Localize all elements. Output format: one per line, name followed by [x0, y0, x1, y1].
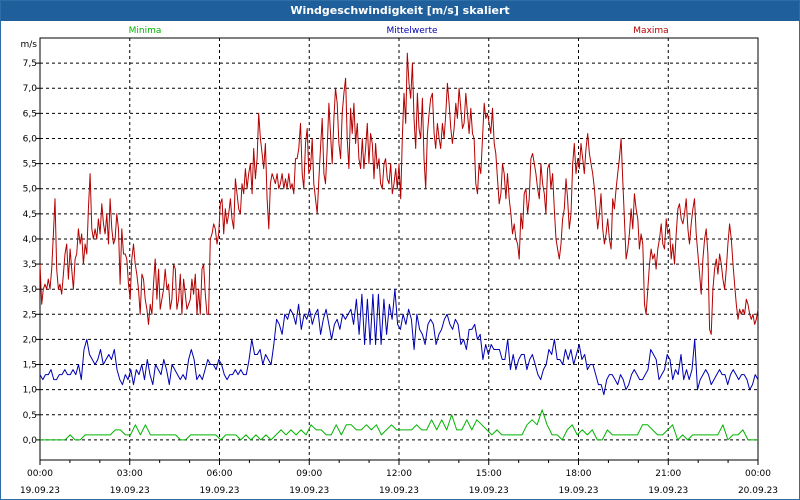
x-tick-date: 19.09.23: [20, 486, 60, 496]
x-tick-time: 15:00: [476, 469, 502, 479]
x-tick-date: 19.09.23: [379, 486, 419, 496]
x-tick-time: 00:00: [745, 469, 771, 479]
x-tick-date: 19.09.23: [110, 486, 150, 496]
legend: Minima Mittelwerte Maxima: [129, 26, 669, 36]
y-tick-label: 1,0: [23, 386, 38, 396]
series-line-minima: [40, 409, 758, 441]
y-tick-label: 1,5: [23, 361, 37, 371]
chart-title: Windgeschwindigkeit [m/s] skaliert: [1, 1, 799, 21]
y-tick-label: 2,5: [23, 310, 37, 320]
x-tick-date: 19.09.23: [558, 486, 598, 496]
x-tick-time: 06:00: [207, 469, 233, 479]
x-tick-time: 21:00: [655, 469, 681, 479]
x-tick-time: 03:00: [117, 469, 143, 479]
series-line-mittelwerte: [39, 288, 759, 396]
x-tick-date: 20.09.23: [738, 486, 778, 496]
y-tick-label: 0,5: [23, 411, 37, 421]
y-tick-label: 5,0: [23, 185, 38, 195]
x-tick-date: 19.09.23: [469, 486, 509, 496]
series-lines: [39, 52, 759, 441]
axis-labels: 0,0 0,5 1,0 1,5 2,0 2,5 3,0 3,5 4,0 4,5 5,0 5,5 6,0 6…: [20, 40, 778, 496]
y-tick-label: 5,5: [23, 160, 37, 170]
legend-minima: Minima: [129, 26, 162, 36]
y-tick-label: 4,0: [23, 235, 38, 245]
x-tick-time: 00:00: [27, 469, 53, 479]
y-tick-label: 6,5: [23, 109, 37, 119]
x-tick-time: 09:00: [296, 469, 322, 479]
y-tick-label: 0,0: [23, 436, 38, 446]
series-line-maxima: [39, 52, 759, 335]
y-tick-label: 3,5: [23, 260, 37, 270]
y-tick-label: 4,5: [23, 210, 37, 220]
y-tick-label: 7,0: [23, 84, 38, 94]
x-tick-time: 12:00: [386, 469, 412, 479]
y-tick-label: 2,0: [23, 335, 38, 345]
y-tick-label: 6,0: [23, 134, 38, 144]
x-tick-date: 19.09.23: [648, 486, 688, 496]
x-tick-time: 18:00: [566, 469, 592, 479]
legend-mittelwerte: Mittelwerte: [386, 26, 437, 36]
y-axis-label: m/s: [21, 40, 38, 50]
legend-maxima: Maxima: [633, 26, 668, 36]
y-tick-label: 7,5: [23, 59, 37, 69]
grid: [40, 38, 758, 460]
y-tick-label: 3,0: [23, 285, 38, 295]
x-tick-date: 19.09.23: [199, 486, 239, 496]
x-tick-date: 19.09.23: [289, 486, 329, 496]
